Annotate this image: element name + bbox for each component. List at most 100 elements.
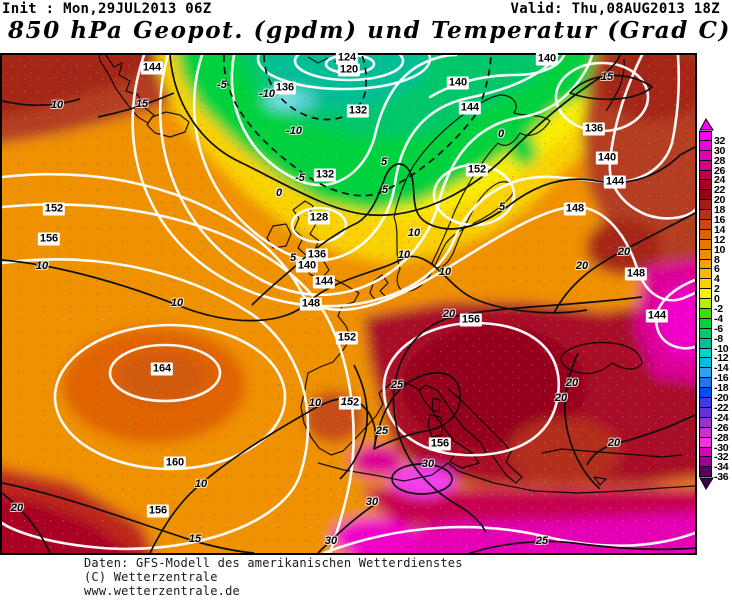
geopotential-contour-label: 140 — [595, 151, 619, 165]
colorbar-tick-label: -28 — [714, 431, 729, 444]
colorbar-swatch — [699, 279, 712, 290]
colorbar-swatch — [699, 150, 712, 161]
colorbar-swatch — [699, 328, 712, 339]
colorbar-swatch — [699, 289, 712, 300]
colorbar-swatch — [699, 160, 712, 171]
colorbar-swatch — [699, 200, 712, 211]
geopotential-contour-label: 128 — [307, 211, 331, 225]
temperature-contour-label: 10 — [35, 260, 49, 272]
colorbar-cell: -20 — [699, 388, 732, 404]
geopotential-contour-label: 132 — [346, 104, 370, 118]
temperature-contour-label: 20 — [607, 437, 621, 449]
colorbar-cell: -24 — [699, 407, 732, 423]
colorbar-cells: 32 30 28 26 24 22 20 18 16 14 12 10 8 6 4 2 0 -2 -4 -6 -8 -10… — [699, 131, 732, 483]
temperature-contour-label: 30 — [365, 496, 379, 508]
geopotential-contour-label: 152 — [338, 396, 362, 410]
colorbar-cell: -8 — [699, 328, 732, 344]
colorbar-swatch — [699, 309, 712, 319]
colorbar-tick-label: 22 — [714, 184, 726, 197]
geopotential-contour-label: 152 — [465, 163, 489, 177]
colorbar-cell: -22 — [699, 398, 732, 413]
colorbar-swatch — [699, 180, 712, 191]
colorbar-cell: 12 — [699, 229, 732, 245]
colorbar-swatch — [699, 140, 712, 151]
colorbar-tick-label: 2 — [714, 283, 720, 296]
colorbar-cell: -4 — [699, 309, 732, 324]
geopotential-contour-label: 164 — [150, 362, 174, 376]
temperature-contour-label: 10 — [397, 249, 411, 261]
map-area: 144 124 120 136 132 132 140 140 144 136 140 144 148 1… — [0, 51, 697, 555]
colorbar-tick-label: 18 — [714, 204, 726, 217]
colorbar-cell: 8 — [699, 249, 732, 265]
colorbar-tick-label: -20 — [714, 392, 729, 405]
colorbar-swatch — [699, 447, 712, 458]
colorbar-cell: 24 — [699, 170, 732, 186]
colorbar-tick-label: 30 — [714, 144, 726, 157]
temperature-contour-label: 15 — [188, 533, 202, 545]
temperature-contour-label: 25 — [375, 425, 389, 437]
colorbar-tick-label: -12 — [714, 352, 729, 365]
colorbar-cell: 30 — [699, 140, 732, 156]
temperature-contour-label: 5 — [381, 184, 389, 196]
colorbar-tick-label: -32 — [714, 451, 729, 464]
colorbar-cell: 28 — [699, 150, 732, 166]
colorbar-cell: -34 — [699, 457, 732, 473]
colorbar-tick-label: -30 — [714, 441, 729, 454]
colorbar-swatch — [699, 338, 712, 349]
geopotential-contour-label: 140 — [295, 259, 319, 273]
geopotential-contour-label: 156 — [146, 504, 170, 518]
map-canvas — [2, 55, 695, 553]
colorbar-tick-label: 12 — [714, 233, 726, 246]
colorbar-tick-label: 4 — [714, 273, 720, 286]
colorbar-tick-label: 8 — [714, 253, 720, 266]
temperature-contour-label: 15 — [340, 396, 354, 408]
geopotential-contour-label: 148 — [624, 267, 648, 281]
colorbar-cell: -2 — [699, 299, 732, 315]
temperature-contour-label: 0 — [275, 187, 283, 199]
temperature-contour-label: 10 — [170, 297, 184, 309]
colorbar-tick-label: 0 — [714, 293, 720, 306]
temperature-contour-label: 20 — [442, 308, 456, 320]
colorbar-tick-label: -36 — [714, 471, 729, 484]
geopotential-contour-label: 144 — [603, 175, 627, 189]
colorbar-swatch — [699, 239, 712, 250]
temperature-contour-label: 20 — [554, 392, 568, 404]
colorbar-cell: 0 — [699, 289, 732, 305]
colorbar-swatch — [699, 190, 712, 201]
geopotential-contour-label: 144 — [458, 101, 482, 115]
temperature-colorbar: 32 30 28 26 24 22 20 18 16 14 12 10 8 6 4 2 0 -2 -4 -6 -8 -10… — [699, 118, 732, 491]
colorbar-tick-label: -22 — [714, 401, 729, 414]
temperature-contour-label: 5 — [498, 201, 506, 213]
colorbar-cell: -14 — [699, 358, 732, 374]
geopotential-contour-label: 152 — [335, 331, 359, 345]
colorbar-tick-label: 10 — [714, 243, 726, 256]
colorbar-swatch — [699, 437, 712, 448]
temperature-contour-label: 10 — [308, 397, 322, 409]
colorbar-cell: 6 — [699, 259, 732, 275]
copyright: (C) Wetterzentrale — [84, 570, 218, 584]
colorbar-arrow-down-icon — [699, 477, 714, 491]
temperature-contour-label: 20 — [617, 246, 631, 258]
colorbar-cell: -30 — [699, 437, 732, 453]
colorbar-cell: -28 — [699, 427, 732, 443]
geopotential-contour-label: 144 — [140, 61, 164, 75]
geopotential-contour-label: 148 — [563, 202, 587, 216]
geopotential-contour-label: 148 — [299, 297, 323, 311]
colorbar-swatch — [699, 358, 712, 369]
colorbar-tick-label: 28 — [714, 154, 726, 167]
colorbar-swatch — [699, 417, 712, 428]
geopotential-contour-label: 132 — [313, 168, 337, 182]
temperature-contour-label: -5 — [295, 172, 305, 184]
temperature-contour-label: 15 — [135, 98, 149, 110]
colorbar-tick-label: -24 — [714, 411, 729, 424]
valid-time: Valid: Thu,08AUG2013 18Z — [510, 1, 720, 17]
colorbar-cell: 32 — [699, 131, 732, 146]
data-source: Daten: GFS-Modell des amerikanischen Wet… — [84, 556, 463, 570]
colorbar-tick-label: -18 — [714, 382, 729, 395]
temperature-contour-label: -5 — [217, 79, 227, 91]
geopotential-contour-label: 120 — [337, 63, 361, 77]
colorbar-tick-label: 24 — [714, 174, 726, 187]
colorbar-tick-label: -8 — [714, 332, 723, 345]
colorbar-swatch — [699, 269, 712, 280]
